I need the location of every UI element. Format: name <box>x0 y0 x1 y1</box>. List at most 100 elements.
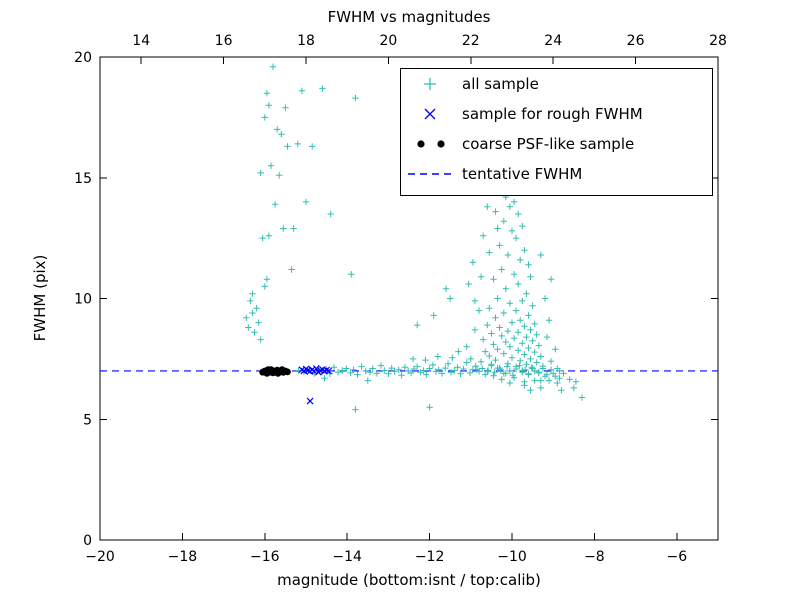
scatter-point-plus <box>506 379 514 387</box>
scatter-point-plus <box>444 360 452 367</box>
scatter-point-plus <box>265 102 273 109</box>
scatter-point-plus <box>354 371 361 378</box>
scatter-point-plus <box>298 87 306 94</box>
scatter-point-plus <box>271 201 279 208</box>
x-tick-label: −6 <box>666 549 687 565</box>
scatter-point-plus <box>426 404 433 411</box>
scatter-point-plus <box>486 305 493 312</box>
scatter-point-plus <box>245 324 252 331</box>
scatter-point-plus <box>531 320 538 328</box>
scatter-point-plus <box>455 348 462 355</box>
top-x-tick-label: 24 <box>544 33 562 49</box>
scatter-point-plus <box>471 326 479 334</box>
scatter-point-plus <box>521 351 528 358</box>
scatter-point-plus <box>497 366 504 373</box>
scatter-point-plus <box>523 290 530 297</box>
scatter-point-plus <box>527 355 534 363</box>
scatter-point-plus <box>473 366 481 373</box>
scatter-point-plus <box>510 198 518 206</box>
top-x-tick-label: 20 <box>379 33 397 49</box>
scatter-point-plus <box>570 384 577 392</box>
scatter-point-plus <box>457 370 464 377</box>
scatter-point-plus <box>556 375 563 382</box>
scatter-point-plus <box>510 335 518 342</box>
scatter-point-plus <box>465 280 472 288</box>
scatter-point-plus <box>547 358 555 365</box>
scatter-point-plus <box>523 361 530 368</box>
scatter-point-plus <box>352 406 359 413</box>
scatter-point-plus <box>486 352 493 360</box>
y-tick-label: 20 <box>74 50 92 66</box>
scatter-point-plus <box>377 362 385 369</box>
scatter-point-plus <box>506 367 514 375</box>
scatter-point-plus <box>525 261 532 268</box>
scatter-point-plus <box>535 369 542 376</box>
scatter-point-plus <box>545 377 553 384</box>
scatter-point-plus <box>263 90 271 97</box>
y-tick-label: 0 <box>83 533 92 549</box>
scatter-point-plus <box>537 251 544 259</box>
scatter-point-plus <box>263 276 271 283</box>
scatter-point-plus <box>545 317 553 324</box>
scatter-point-plus <box>502 285 509 292</box>
scatter-point-plus <box>350 366 357 373</box>
x-tick-label: −16 <box>250 549 280 565</box>
scatter-point-plus <box>484 321 491 329</box>
scatter-point-plus <box>249 309 256 317</box>
scatter-point-plus <box>491 369 498 376</box>
scatter-point-plus <box>280 225 287 232</box>
scatter-point-plus <box>492 314 499 321</box>
scatter-point-plus <box>414 363 421 370</box>
scatter-point-plus <box>537 353 544 360</box>
scatter-point-plus <box>432 368 439 375</box>
scatter-point-plus <box>510 271 518 278</box>
scatter-point-plus <box>472 362 479 370</box>
scatter-point-plus <box>339 367 346 374</box>
scatter-point-plus <box>261 283 268 290</box>
scatter-point-plus <box>496 242 503 249</box>
scatter-point-plus <box>253 305 260 312</box>
scatter-point-plus <box>529 365 536 372</box>
scatter-point-plus <box>554 365 561 372</box>
scatter-point-plus <box>243 314 250 321</box>
x-tick-label: −10 <box>497 549 527 565</box>
top-x-tick-label: 26 <box>627 33 645 49</box>
scatter-point-plus <box>410 365 418 373</box>
scatter-point-plus <box>484 367 492 374</box>
scatter-point-plus <box>373 370 381 377</box>
scatter-point-dot <box>284 368 291 376</box>
y-tick-label: 5 <box>83 412 92 428</box>
scatter-point-plus <box>334 369 342 376</box>
scatter-point-plus <box>512 307 520 314</box>
scatter-point-plus <box>541 295 549 302</box>
scatter-point-plus <box>504 360 512 367</box>
scatter-point-plus <box>531 348 538 356</box>
scatter-point-plus <box>276 172 283 179</box>
axis-tick-labels: −20 −18 −16 −14 −12 −10 −8 −6 14 16 18 20 22 24 26 28 0 5… <box>74 33 727 565</box>
scatter-point-plus <box>319 85 326 92</box>
scatter-point-plus <box>290 225 297 232</box>
scatter-point-plus <box>479 365 486 372</box>
scatter-point-plus <box>516 362 523 369</box>
scatter-point-plus <box>426 365 433 372</box>
scatter-point-plus <box>420 367 427 374</box>
scatter-point-plus <box>369 365 376 372</box>
scatter-point-plus <box>309 143 316 150</box>
scatter-point-plus <box>267 162 275 169</box>
scatter-point-plus <box>257 169 264 177</box>
scatter-point-plus <box>496 364 503 372</box>
scatter-point-plus <box>547 366 555 373</box>
scatter-point-plus <box>519 340 526 347</box>
legend-dot-marker-icon <box>417 140 425 148</box>
scatter-point-plus <box>533 331 540 338</box>
scatter-point-plus <box>348 271 355 278</box>
scatter-point-plus <box>352 94 359 102</box>
scatter-point-plus <box>414 321 421 329</box>
scatter-point-plus <box>508 227 516 235</box>
scatter-point-plus <box>274 126 281 133</box>
scatter-point-plus <box>492 356 499 364</box>
scatter-point-plus <box>502 370 509 377</box>
scatter-point-plus <box>454 364 461 371</box>
